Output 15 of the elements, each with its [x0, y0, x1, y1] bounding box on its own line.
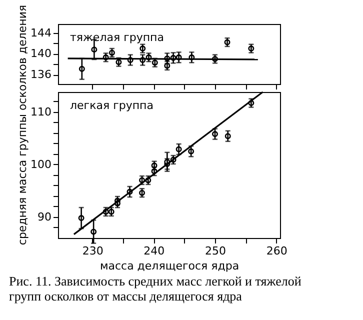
annotation: легкая группа [70, 99, 154, 112]
x-tick-label: 260 [266, 244, 288, 258]
y-tick-label: 110 [30, 105, 52, 118]
x-tick-label: 230 [82, 244, 104, 258]
y-axis-title: средняя масса группы осколков деления [16, 4, 29, 246]
y-tick-label: 140 [30, 47, 52, 60]
x-tick-label: 250 [204, 244, 226, 258]
x-axis-title: масса делящегося ядра [100, 260, 240, 272]
y-tick-label: 100 [30, 158, 52, 171]
x-tick-label: 240 [144, 244, 165, 258]
y-tick-label: 144 [30, 26, 52, 40]
y-tick-label: 90 [38, 210, 52, 224]
annotation: тяжелая группа [70, 31, 164, 44]
text: Рис. 11. Зависимость средних масс легкой и тяжелой групп осколков от массы делящегося ядра [9, 274, 302, 304]
y-tick-label: 136 [30, 68, 52, 82]
